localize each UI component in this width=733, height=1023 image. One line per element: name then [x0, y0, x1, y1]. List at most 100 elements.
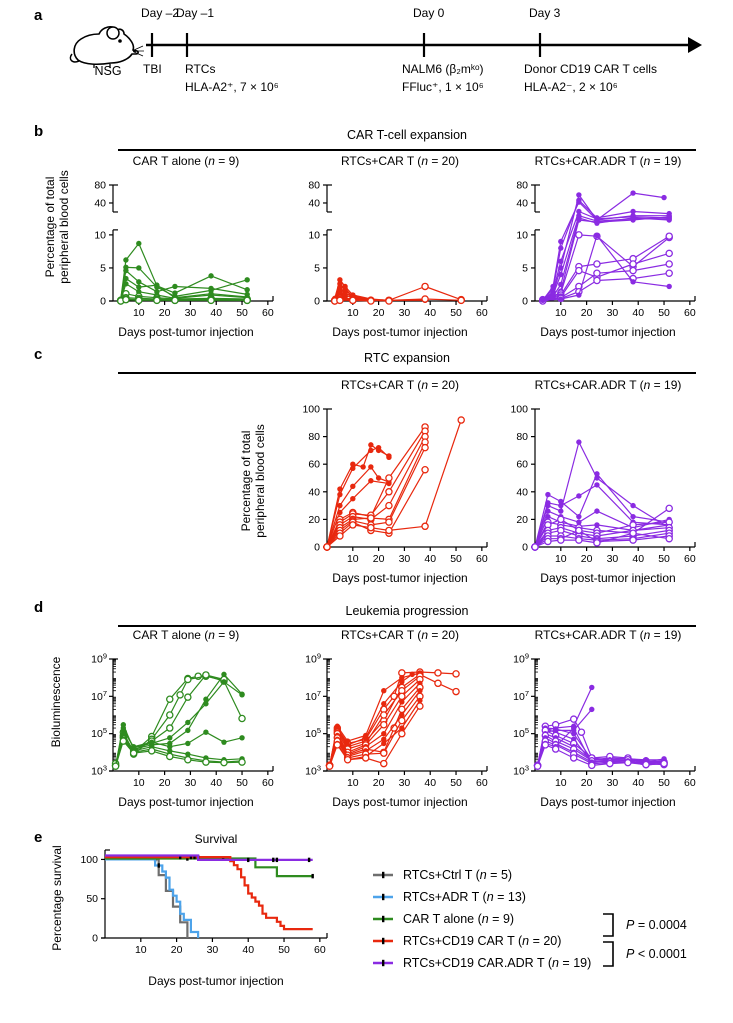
svg-text:100: 100 [510, 404, 528, 416]
panel-d-title: Leukemia progression [345, 604, 469, 618]
chart-xlabel: Days post-tumor injection [540, 795, 676, 809]
svg-text:40: 40 [516, 486, 528, 498]
panel-b-rule [118, 149, 696, 151]
svg-text:50: 50 [278, 944, 290, 956]
chart-title: RTCs+CAR T (n = 20) [340, 154, 460, 168]
svg-text:10: 10 [94, 229, 106, 241]
svg-text:40: 40 [424, 777, 436, 789]
svg-text:20: 20 [171, 944, 183, 956]
svg-text:105: 105 [91, 726, 107, 740]
svg-text:60: 60 [308, 459, 320, 471]
svg-text:50: 50 [236, 777, 248, 789]
svg-text:40: 40 [424, 307, 436, 319]
svg-text:0: 0 [314, 296, 320, 308]
panel-a-label: a [34, 7, 43, 24]
svg-text:20: 20 [159, 777, 171, 789]
legend-item: RTCs+ADR T (n = 13) [372, 886, 526, 908]
chart-title: RTCs+CAR.ADR T (n = 19) [534, 378, 682, 392]
svg-text:10: 10 [347, 553, 359, 565]
svg-text:10: 10 [347, 777, 359, 789]
svg-text:0: 0 [100, 296, 106, 308]
svg-text:60: 60 [684, 553, 696, 565]
panel-c-rule [118, 372, 696, 374]
svg-text:30: 30 [185, 307, 197, 319]
survival-chart: 0 50 100 10 20 30 40 50 60 [80, 849, 328, 956]
chart-title: RTCs+CAR T (n = 20) [340, 378, 460, 392]
timeline-event-detail: FFluc⁺, 1 × 10⁶ [402, 80, 484, 94]
svg-text:5: 5 [522, 262, 528, 274]
pvalue-label-1: P = 0.0004 [626, 918, 687, 932]
svg-text:50: 50 [236, 307, 248, 319]
svg-text:109: 109 [513, 652, 529, 666]
svg-text:60: 60 [476, 553, 488, 565]
svg-text:103: 103 [513, 764, 529, 778]
legend-line-icon [373, 937, 393, 945]
svg-text:5: 5 [100, 262, 106, 274]
chart-b2: RTCs+CAR T (n = 20) 10 20 30 40 50 60 0 5 10 40 80 D… [287, 154, 499, 339]
panel-d-rule [118, 625, 696, 627]
legend-label: RTCs+CD19 CAR T (n = 20) [403, 934, 562, 948]
svg-text:0: 0 [522, 542, 528, 554]
svg-text:40: 40 [516, 197, 528, 209]
svg-text:0: 0 [522, 296, 528, 308]
svg-text:20: 20 [516, 514, 528, 526]
svg-text:30: 30 [607, 777, 619, 789]
svg-text:40: 40 [424, 553, 436, 565]
chart-xlabel: Days post-tumor injection [118, 325, 254, 339]
legend-label: RTCs+CD19 CAR.ADR T (n = 19) [403, 956, 592, 970]
legend-item: RTCs+CD19 CAR T (n = 20) [372, 930, 561, 952]
svg-text:50: 50 [450, 307, 462, 319]
chart-d2: RTCs+CAR T (n = 20) 10 20 30 40 50 60 103 105 107… [287, 628, 499, 809]
timeline-event-label: Donor CD19 CAR T cells [524, 62, 657, 76]
svg-text:10: 10 [555, 553, 567, 565]
chart-b1: CAR T alone (n = 9) 10 20 30 40 50 60 0 5 10 40 80 D… [73, 154, 285, 339]
svg-text:105: 105 [513, 726, 529, 740]
svg-text:30: 30 [399, 307, 411, 319]
svg-text:30: 30 [399, 777, 411, 789]
panel-b-label: b [34, 123, 44, 140]
svg-text:50: 50 [658, 307, 670, 319]
timeline-day-label: Day –2 [141, 6, 180, 20]
legend-item: RTCs+Ctrl T (n = 5) [372, 864, 512, 886]
legend-line-icon [373, 871, 393, 879]
panel-b-ylabel: Percentage of total peripheral blood cell… [43, 170, 71, 284]
chart-svg-c1: 10 20 30 40 50 60 0 20 40 60 80 100 [302, 404, 488, 566]
svg-text:60: 60 [476, 307, 488, 319]
svg-text:20: 20 [373, 307, 385, 319]
mouse-body [73, 25, 139, 66]
chart-title: CAR T alone (n = 9) [132, 628, 240, 642]
svg-text:50: 50 [450, 777, 462, 789]
pvalue-label-2: P < 0.0001 [626, 947, 687, 961]
panel-d-label: d [34, 599, 44, 616]
legend-line-icon [373, 893, 393, 901]
svg-text:60: 60 [684, 307, 696, 319]
mouse-strain-label: NSG [94, 64, 122, 78]
mouse-tail [69, 53, 80, 63]
chart-svg-d3: 10 20 30 40 50 60 103 105 107 109 [513, 652, 696, 790]
svg-text:40: 40 [632, 777, 644, 789]
svg-text:30: 30 [185, 777, 197, 789]
timeline-day-label: Day 3 [529, 6, 561, 20]
timeline-event-detail: HLA-A2⁻, 2 × 10⁶ [524, 80, 618, 94]
mouse-feet [93, 64, 111, 68]
chart-d3: RTCs+CAR.ADR T (n = 19) 10 20 30 40 50 60 103 10… [495, 628, 707, 809]
svg-text:10: 10 [135, 944, 147, 956]
legend-line-icon [373, 959, 393, 967]
chart-title: CAR T alone (n = 9) [132, 154, 240, 168]
svg-text:10: 10 [555, 777, 567, 789]
svg-text:0: 0 [92, 933, 98, 945]
svg-text:60: 60 [476, 777, 488, 789]
svg-text:80: 80 [308, 180, 320, 192]
svg-text:50: 50 [450, 553, 462, 565]
timeline-day-label: Day –1 [176, 6, 215, 20]
chart-svg-b2: 10 20 30 40 50 60 0 5 10 40 80 [308, 180, 488, 320]
chart-xlabel: Days post-tumor injection [332, 325, 468, 339]
mouse-icon [69, 25, 144, 68]
chart-svg-b3: 10 20 30 40 50 60 0 5 10 40 80 [516, 180, 696, 320]
svg-text:103: 103 [91, 764, 107, 778]
chart-d1: CAR T alone (n = 9) 10 20 30 40 50 60 103 105 107… [73, 628, 285, 809]
chart-xlabel: Days post-tumor injection [332, 795, 468, 809]
arrowhead-icon [688, 37, 702, 53]
svg-text:60: 60 [262, 307, 274, 319]
